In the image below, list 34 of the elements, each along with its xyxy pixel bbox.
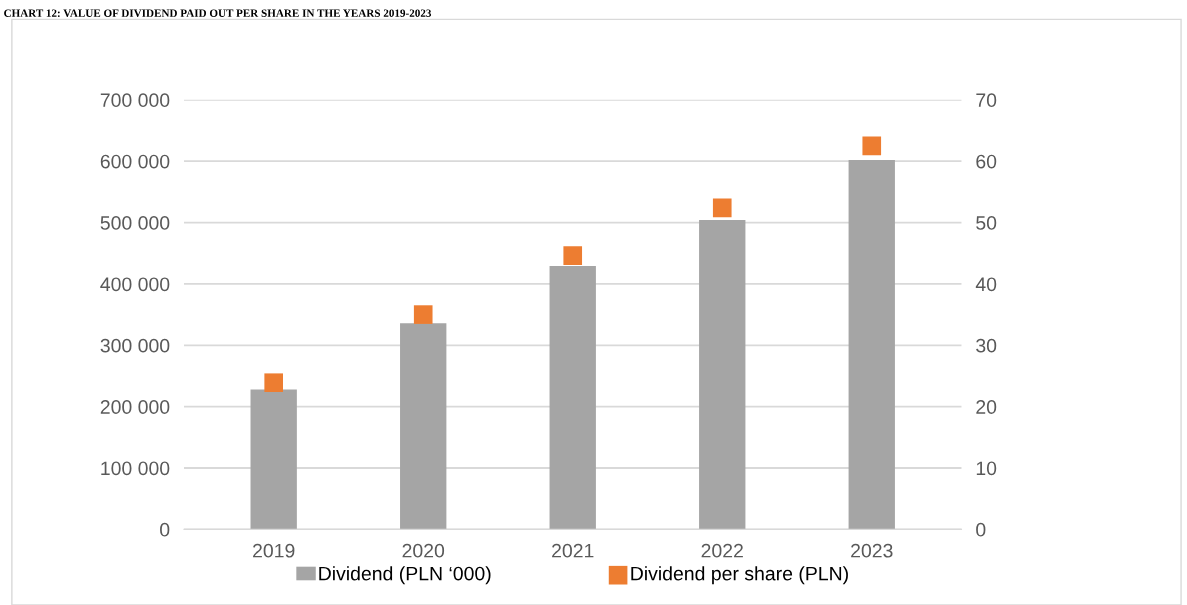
x-tick-label: 2020	[402, 543, 445, 558]
y-tick-label: 700 000	[100, 93, 170, 108]
bar	[699, 220, 746, 530]
legend-label: Dividend per share (PLN)	[631, 566, 848, 585]
y2-tick-label: 40	[975, 277, 997, 292]
x-tick-label: 2022	[701, 543, 743, 558]
y-tick-label: 200 000	[100, 400, 170, 414]
bar	[250, 389, 297, 530]
bar	[400, 323, 447, 530]
point	[264, 373, 284, 393]
bar	[848, 159, 895, 530]
y2-tick-label: 30	[976, 338, 997, 353]
y2-tick-label: 70	[976, 93, 997, 108]
y2-tick-label: 50	[976, 216, 997, 230]
y-tick-label: 0	[160, 522, 170, 537]
y-tick-label: 100 000	[101, 461, 170, 476]
y-tick-label: 400 000	[100, 277, 170, 292]
point	[862, 136, 882, 156]
x-tick-label: 2021	[552, 543, 594, 558]
y2-tick-label: 60	[976, 154, 997, 169]
y-tick-label: 500 000	[100, 216, 170, 230]
x-tick-label: 2023	[851, 543, 893, 558]
y2-tick-label: 0	[976, 522, 986, 537]
point	[563, 246, 583, 266]
y2-tick-label: 20	[976, 400, 997, 414]
y2-tick-label: 10	[976, 461, 997, 476]
point	[712, 198, 732, 218]
chart-title: CHART 12: VALUE OF DIVIDEND PAID OUT PER SHARE IN THE YEARS 2019-2023	[4, 9, 432, 17]
y-tick-label: 600 000	[100, 154, 170, 169]
bar	[549, 266, 596, 530]
legend-label: Dividend (PLN ‘000)	[319, 566, 491, 585]
x-tick-label: 2019	[253, 543, 295, 558]
point	[413, 305, 433, 324]
y-tick-label: 300 000	[100, 338, 170, 353]
